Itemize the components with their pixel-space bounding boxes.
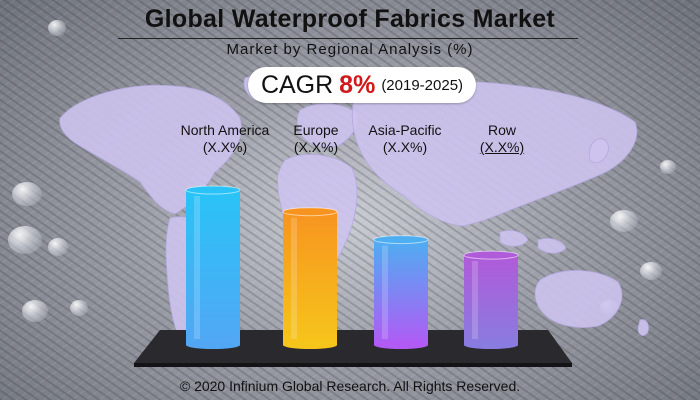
cagr-value: 8% — [339, 70, 376, 99]
bar-highlight — [194, 196, 200, 339]
copyright-footer: © 2020 Infinium Global Research. All Rig… — [179, 378, 521, 394]
cagr-period: (2019-2025) — [381, 76, 464, 94]
bar-base — [186, 341, 240, 349]
category-label-north-america: North America (X.X%) — [170, 122, 280, 156]
chart-platform-edge — [134, 363, 572, 367]
bar-body — [283, 211, 337, 345]
category-value: (X.X%) — [293, 139, 339, 155]
category-label-row: Row (X.X%) — [447, 122, 557, 156]
category-label-asia-pacific: Asia-Pacific (X.X%) — [350, 122, 460, 156]
bar-europe — [282, 207, 338, 349]
category-name: Asia-Pacific — [368, 122, 442, 138]
bar-body — [186, 190, 240, 345]
bar-top — [373, 235, 429, 245]
category-label-europe: Europe (X.X%) — [261, 122, 371, 156]
bar-asia-pacific — [373, 235, 429, 349]
bar-base — [374, 341, 428, 349]
bar-body — [374, 239, 428, 345]
cagr-label: CAGR — [260, 70, 334, 99]
bar-highlight — [472, 261, 478, 339]
title-underline — [118, 38, 578, 39]
category-value: (X.X%) — [479, 139, 525, 155]
bar-top — [282, 207, 338, 217]
bar-base — [464, 341, 518, 349]
chart-subtitle: Market by Regional Analysis (%) — [226, 41, 474, 58]
bar-north-america — [185, 185, 241, 349]
bar-top — [185, 185, 241, 195]
bar-highlight — [382, 245, 388, 339]
bar-top — [463, 250, 519, 260]
bar-highlight — [291, 217, 297, 339]
chart-platform — [134, 330, 572, 363]
category-value: (X.X%) — [382, 139, 428, 155]
category-name: Europe — [293, 122, 339, 138]
bar-body — [464, 255, 518, 345]
category-name: North America — [180, 122, 270, 138]
cagr-badge: CAGR 8% (2019-2025) — [248, 67, 476, 103]
chart-title: Global Waterproof Fabrics Market — [144, 5, 556, 33]
category-value: (X.X%) — [202, 139, 248, 155]
category-name: Row — [487, 122, 516, 138]
bar-row — [463, 250, 519, 349]
bar-base — [283, 341, 337, 349]
